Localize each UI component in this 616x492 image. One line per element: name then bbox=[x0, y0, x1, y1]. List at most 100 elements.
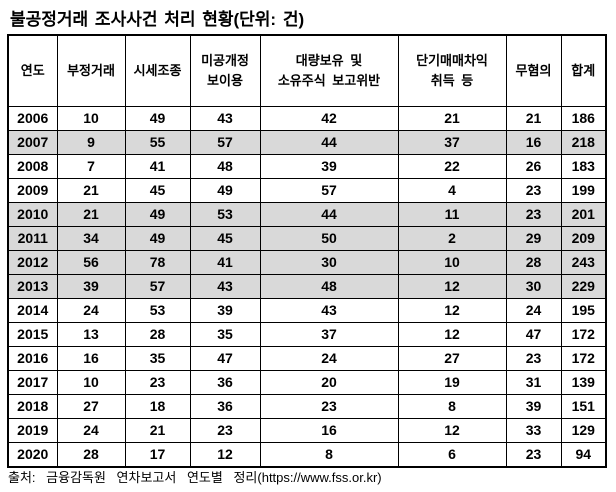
table-row: 2009 21 45 49 57 4 23 199 bbox=[7, 177, 607, 203]
col-header-undisclosed-information: 미공개정 보이용 bbox=[189, 34, 261, 107]
value-cell: 12 bbox=[397, 273, 507, 299]
value-cell: 39 bbox=[56, 273, 126, 299]
table-row: 2012 56 78 41 30 10 28 243 bbox=[7, 249, 607, 275]
value-cell: 201 bbox=[560, 201, 607, 227]
col-header-mass-holding-report-violation: 대량보유 및 소유주식 보고위반 bbox=[259, 34, 399, 107]
value-cell: 151 bbox=[560, 393, 607, 419]
table-row: 2006 10 49 43 42 21 21 186 bbox=[7, 105, 607, 131]
value-cell: 57 bbox=[189, 129, 261, 155]
value-cell: 12 bbox=[397, 297, 507, 323]
col-header-market-manipulation: 시세조종 bbox=[124, 34, 191, 107]
value-cell: 27 bbox=[397, 345, 507, 371]
value-cell: 78 bbox=[124, 249, 191, 275]
value-cell: 45 bbox=[124, 177, 191, 203]
value-cell: 56 bbox=[56, 249, 126, 275]
value-cell: 23 bbox=[259, 393, 399, 419]
value-cell: 53 bbox=[124, 297, 191, 323]
value-cell: 23 bbox=[505, 201, 562, 227]
value-cell: 243 bbox=[560, 249, 607, 275]
value-cell: 16 bbox=[56, 345, 126, 371]
value-cell: 24 bbox=[56, 417, 126, 443]
value-cell: 53 bbox=[189, 201, 261, 227]
col-header-fraudulent-trading: 부정거래 bbox=[56, 34, 126, 107]
year-cell: 2006 bbox=[7, 105, 58, 131]
table-row: 2010 21 49 53 44 11 23 201 bbox=[7, 201, 607, 227]
value-cell: 28 bbox=[124, 321, 191, 347]
value-cell: 21 bbox=[505, 105, 562, 131]
value-cell: 57 bbox=[259, 177, 399, 203]
value-cell: 10 bbox=[397, 249, 507, 275]
value-cell: 36 bbox=[189, 393, 261, 419]
value-cell: 29 bbox=[505, 225, 562, 251]
year-cell: 2007 bbox=[7, 129, 58, 155]
year-cell: 2012 bbox=[7, 249, 58, 275]
value-cell: 11 bbox=[397, 201, 507, 227]
value-cell: 28 bbox=[505, 249, 562, 275]
value-cell: 24 bbox=[56, 297, 126, 323]
value-cell: 41 bbox=[189, 249, 261, 275]
value-cell: 13 bbox=[56, 321, 126, 347]
value-cell: 23 bbox=[505, 441, 562, 468]
table-row: 2014 24 53 39 43 12 24 195 bbox=[7, 297, 607, 323]
value-cell: 33 bbox=[505, 417, 562, 443]
value-cell: 55 bbox=[124, 129, 191, 155]
value-cell: 44 bbox=[259, 129, 399, 155]
value-cell: 39 bbox=[259, 153, 399, 179]
year-cell: 2020 bbox=[7, 441, 58, 468]
page-title: 불공정거래 조사사건 처리 현황(단위: 건) bbox=[10, 10, 305, 29]
col-header-short-swing-profit: 단기매매차익 취득 등 bbox=[397, 34, 507, 107]
table-row: 2007 9 55 57 44 37 16 218 bbox=[7, 129, 607, 155]
value-cell: 17 bbox=[124, 441, 191, 468]
value-cell: 34 bbox=[56, 225, 126, 251]
value-cell: 21 bbox=[56, 177, 126, 203]
value-cell: 16 bbox=[505, 129, 562, 155]
value-cell: 35 bbox=[189, 321, 261, 347]
table-row: 2016 16 35 47 24 27 23 172 bbox=[7, 345, 607, 371]
value-cell: 36 bbox=[189, 369, 261, 395]
value-cell: 37 bbox=[259, 321, 399, 347]
value-cell: 183 bbox=[560, 153, 607, 179]
value-cell: 23 bbox=[505, 177, 562, 203]
source-note: 출처: 금융감독원 연차보고서 연도별 정리(https://www.fss.o… bbox=[8, 470, 382, 485]
year-cell: 2008 bbox=[7, 153, 58, 179]
value-cell: 186 bbox=[560, 105, 607, 131]
value-cell: 48 bbox=[259, 273, 399, 299]
value-cell: 21 bbox=[56, 201, 126, 227]
value-cell: 26 bbox=[505, 153, 562, 179]
year-cell: 2013 bbox=[7, 273, 58, 299]
value-cell: 23 bbox=[189, 417, 261, 443]
value-cell: 16 bbox=[259, 417, 399, 443]
year-cell: 2016 bbox=[7, 345, 58, 371]
value-cell: 23 bbox=[505, 345, 562, 371]
year-cell: 2010 bbox=[7, 201, 58, 227]
value-cell: 49 bbox=[189, 177, 261, 203]
col-header-year: 연도 bbox=[7, 34, 58, 107]
value-cell: 10 bbox=[56, 105, 126, 131]
value-cell: 42 bbox=[259, 105, 399, 131]
value-cell: 8 bbox=[259, 441, 399, 468]
value-cell: 21 bbox=[397, 105, 507, 131]
value-cell: 43 bbox=[189, 105, 261, 131]
value-cell: 19 bbox=[397, 369, 507, 395]
value-cell: 10 bbox=[56, 369, 126, 395]
value-cell: 218 bbox=[560, 129, 607, 155]
value-cell: 28 bbox=[56, 441, 126, 468]
header-row: 연도 부정거래 시세조종 미공개정 보이용 대량보유 및 소유주식 보고위반 단기매… bbox=[7, 34, 607, 107]
value-cell: 199 bbox=[560, 177, 607, 203]
value-cell: 49 bbox=[124, 201, 191, 227]
value-cell: 30 bbox=[259, 249, 399, 275]
value-cell: 22 bbox=[397, 153, 507, 179]
table-row: 2015 13 28 35 37 12 47 172 bbox=[7, 321, 607, 347]
value-cell: 229 bbox=[560, 273, 607, 299]
year-cell: 2015 bbox=[7, 321, 58, 347]
value-cell: 6 bbox=[397, 441, 507, 468]
value-cell: 23 bbox=[124, 369, 191, 395]
value-cell: 44 bbox=[259, 201, 399, 227]
value-cell: 45 bbox=[189, 225, 261, 251]
col-header-no-suspicion: 무혐의 bbox=[505, 34, 562, 107]
value-cell: 4 bbox=[397, 177, 507, 203]
table-row: 2011 34 49 45 50 2 29 209 bbox=[7, 225, 607, 251]
table-header: 연도 부정거래 시세조종 미공개정 보이용 대량보유 및 소유주식 보고위반 단기매… bbox=[7, 34, 607, 107]
year-cell: 2018 bbox=[7, 393, 58, 419]
